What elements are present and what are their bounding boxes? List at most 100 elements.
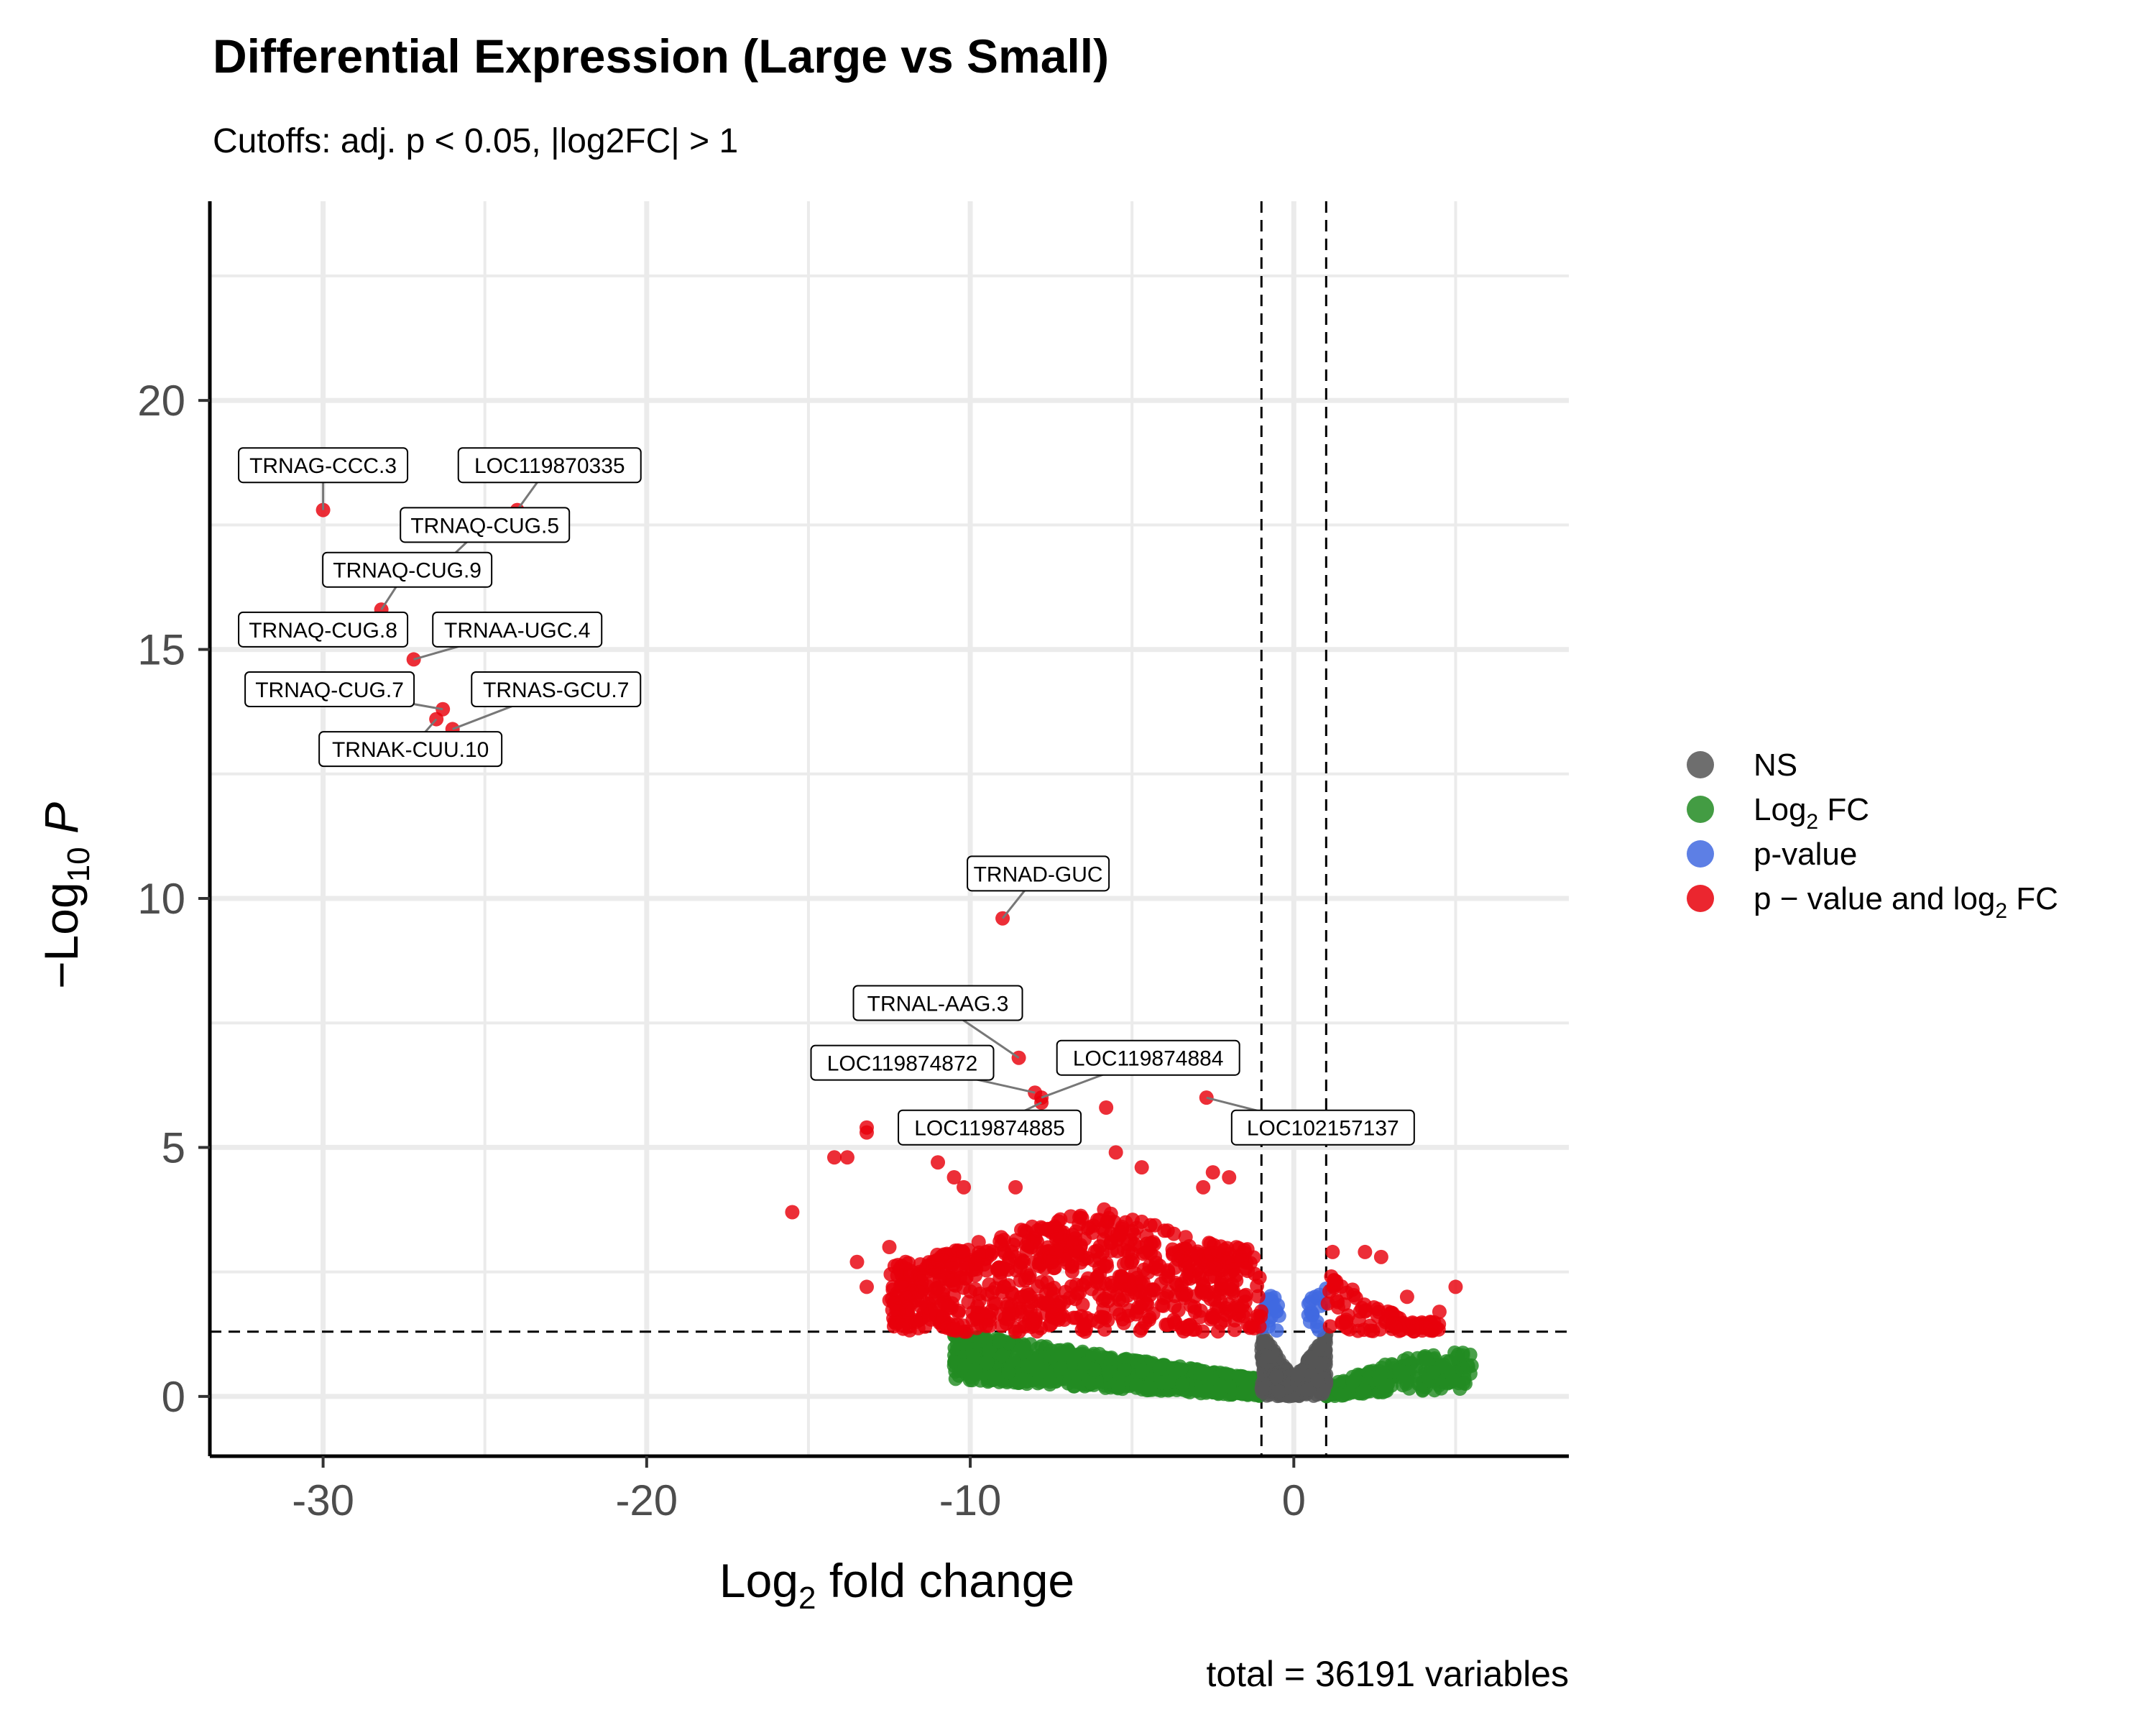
sig-point — [1019, 1237, 1034, 1252]
fc-point — [1426, 1365, 1441, 1380]
sig-point — [1219, 1307, 1234, 1322]
sig-point — [1090, 1314, 1105, 1329]
fc-point — [1129, 1377, 1144, 1392]
sig-point — [1049, 1243, 1064, 1259]
fc-point — [992, 1334, 1007, 1349]
sig-point — [1099, 1100, 1114, 1115]
legend: NS Log2 FCp-value p − value and log2 FC — [1687, 748, 2058, 923]
chart-title: Differential Expression (Large vs Small) — [213, 29, 1109, 83]
gene-label-text: LOC102157137 — [1247, 1117, 1399, 1141]
x-tick-label: -10 — [939, 1476, 1002, 1524]
grid-lines — [210, 201, 1569, 1456]
sig-point — [1220, 1241, 1235, 1256]
sig-point — [1138, 1315, 1153, 1330]
sig-point — [946, 1170, 962, 1184]
sig-point — [1016, 1289, 1031, 1304]
ns-point — [1268, 1369, 1284, 1384]
sig-point — [1108, 1145, 1123, 1160]
sig-point — [1366, 1300, 1381, 1315]
sig-point — [1100, 1259, 1115, 1274]
sig-point — [1152, 1259, 1167, 1274]
sig-point — [1252, 1270, 1267, 1285]
sig-point — [1250, 1289, 1266, 1304]
gene-label-box — [322, 551, 493, 588]
sig-point — [921, 1255, 936, 1270]
gene-label: LOC119874872 — [810, 1044, 995, 1081]
y-tick-label: 15 — [137, 626, 185, 674]
x-tick-label: 0 — [1282, 1476, 1306, 1524]
legend-swatch — [1687, 840, 1714, 868]
sig-point — [900, 1302, 916, 1317]
sig-point — [903, 1267, 918, 1282]
fc-point — [1357, 1383, 1372, 1398]
gene-label: TRNAL-AAG.3 — [852, 985, 1023, 1021]
sig-point — [1167, 1317, 1182, 1332]
sig-point — [995, 1284, 1010, 1300]
sig-point — [956, 1245, 971, 1260]
ns-point — [1299, 1383, 1314, 1398]
fc-point — [995, 1348, 1010, 1363]
sig-point — [1103, 1236, 1118, 1251]
sig-point — [1246, 1320, 1261, 1335]
sig-point — [980, 1287, 995, 1302]
gene-label-box — [432, 611, 603, 648]
legend-swatch — [1687, 796, 1714, 823]
gene-label-box — [1230, 1109, 1415, 1146]
sig-point — [1115, 1220, 1130, 1235]
sig-point — [1236, 1308, 1251, 1323]
sig-point — [1363, 1323, 1378, 1338]
fc-point — [1334, 1388, 1349, 1403]
sig-point — [1335, 1316, 1350, 1331]
sig-point — [1353, 1304, 1368, 1319]
sig-point — [957, 1179, 972, 1195]
sig-point — [1030, 1223, 1045, 1238]
x-tick-label: -20 — [615, 1476, 678, 1524]
sig-point — [996, 1243, 1011, 1259]
legend-label: p − value and log2 FC — [1754, 881, 2058, 923]
sig-point — [1350, 1323, 1365, 1338]
sig-point — [1074, 1210, 1089, 1225]
sig-point — [893, 1278, 908, 1293]
sig-point — [1069, 1310, 1084, 1325]
sig-point — [1127, 1236, 1142, 1251]
sig-point — [1322, 1284, 1337, 1299]
fc-point — [980, 1356, 995, 1371]
ns-point — [1290, 1368, 1305, 1383]
sig-point — [992, 1260, 1007, 1275]
fc-point — [982, 1343, 998, 1358]
sig-point — [1222, 1170, 1237, 1184]
sig-point — [1175, 1287, 1190, 1302]
ns-point — [1271, 1384, 1286, 1399]
sig-point — [1322, 1319, 1337, 1334]
sig-point — [1227, 1322, 1242, 1338]
gene-label-box — [810, 1044, 995, 1081]
sig-point — [1195, 1324, 1210, 1339]
fc-point — [1399, 1374, 1414, 1389]
sig-point — [1095, 1293, 1110, 1308]
sig-point — [1135, 1246, 1151, 1261]
gene-label: TRNAK-CUU.10 — [318, 731, 503, 768]
sig-point — [1196, 1179, 1211, 1195]
fc-point — [1043, 1371, 1058, 1386]
sig-point — [898, 1254, 913, 1269]
ns-point — [1310, 1373, 1325, 1388]
gene-label: TRNAQ-CUG.5 — [400, 507, 571, 543]
legend-item-ns: NS — [1687, 748, 1797, 783]
sig-point — [1134, 1160, 1149, 1175]
ns-point — [1312, 1338, 1327, 1353]
gene-label: TRNAQ-CUG.9 — [322, 551, 493, 588]
sig-point — [1405, 1315, 1420, 1330]
legend-item-both: p − value and log2 FC — [1687, 881, 2058, 923]
sig-point — [1123, 1282, 1138, 1297]
sig-point — [1373, 1249, 1388, 1264]
gene-label-box — [244, 671, 415, 707]
legend-swatch — [1687, 751, 1714, 778]
sig-point — [1044, 1225, 1059, 1240]
gene-label-box — [238, 611, 409, 648]
gene-label-box — [1056, 1039, 1240, 1076]
fc-point — [1400, 1351, 1415, 1366]
gene-label: LOC119874885 — [898, 1109, 1082, 1146]
sig-point — [1034, 1274, 1049, 1289]
gene-label-box — [898, 1109, 1082, 1146]
gene-label: TRNAA-UGC.4 — [432, 611, 603, 648]
